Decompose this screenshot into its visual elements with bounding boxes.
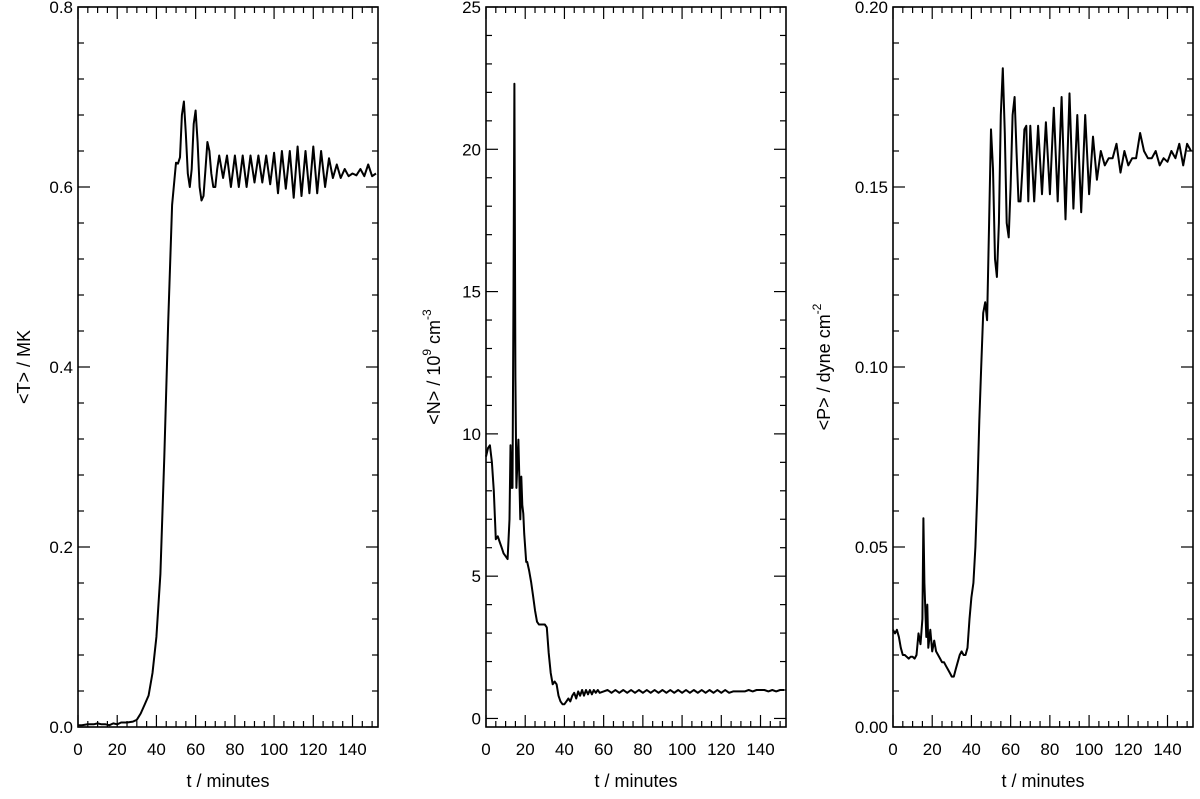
x-tick-label: 0 [481, 740, 490, 759]
x-tick-label: 40 [147, 740, 166, 759]
y-axis-label: <T> / MK [14, 330, 34, 404]
y-tick-label: 0 [472, 709, 481, 728]
x-tick-label: 140 [338, 740, 366, 759]
y-tick-label: 0.4 [49, 358, 73, 377]
x-tick-label: 20 [923, 740, 942, 759]
y-tick-label: 0.8 [49, 0, 73, 17]
y-tick-label: 0.20 [855, 0, 888, 17]
x-axis-label: t / minutes [186, 771, 269, 791]
x-tick-label: 120 [707, 740, 735, 759]
panel-density: 0 20 40 60 80 100 120 140 0 5 10 15 20 25 t / minutes <… [420, 0, 787, 791]
y-axis-label-text: <P> / dyne cm [814, 314, 834, 430]
y-tick-label: 0.00 [855, 718, 888, 737]
x-tick-label: 60 [186, 740, 205, 759]
y-tick-label: 5 [472, 567, 481, 586]
y-tick-label: 0.6 [49, 178, 73, 197]
x-tick-label: 0 [73, 740, 82, 759]
x-tick-label: 0 [888, 740, 897, 759]
y-tick-label: 0.15 [855, 178, 888, 197]
y-axis-label-exponent: 9 [420, 349, 434, 356]
x-axis-label: t / minutes [594, 771, 677, 791]
x-tick-label: 80 [633, 740, 652, 759]
y-axis-label-exponent: -2 [810, 303, 824, 314]
y-tick-label: 0.05 [855, 538, 888, 557]
plot-frame [892, 6, 1194, 728]
y-axis-label: <P> / dyne cm-2 [810, 303, 834, 430]
panel-temperature: 0 20 40 60 80 100 120 140 0.0 0.2 0.4 0.6 0.8 t / min… [14, 0, 379, 791]
y-tick-label: 0.10 [855, 358, 888, 377]
x-tick-label: 40 [555, 740, 574, 759]
x-tick-label: 60 [1001, 740, 1020, 759]
x-tick-label: 80 [1040, 740, 1059, 759]
x-tick-label: 140 [1153, 740, 1181, 759]
x-tick-label: 100 [668, 740, 696, 759]
x-tick-label: 100 [1075, 740, 1103, 759]
y-axis-label: <N> / 109 cm-3 [420, 309, 444, 425]
series-line [78, 100, 377, 727]
plot-frame [485, 6, 787, 728]
series-line [485, 82, 784, 706]
x-tick-label: 120 [1114, 740, 1142, 759]
y-tick-label: 10 [462, 425, 481, 444]
x-tick-label: 20 [516, 740, 535, 759]
y-axis-label-text: <T> / MK [14, 330, 34, 404]
x-axis-label: t / minutes [1001, 771, 1084, 791]
panel-pressure: 0 20 40 60 80 100 120 140 0.00 0.05 0.10 0.15 0.20 t … [810, 0, 1194, 791]
y-tick-label: 15 [462, 283, 481, 302]
x-tick-label: 120 [299, 740, 327, 759]
y-axis-label-unit: cm [424, 320, 444, 349]
y-tick-label: 20 [462, 140, 481, 159]
y-tick-label: 25 [462, 0, 481, 17]
series-line [892, 67, 1192, 678]
x-tick-label: 40 [962, 740, 981, 759]
x-tick-label: 20 [108, 740, 127, 759]
y-tick-label: 0.2 [49, 538, 73, 557]
y-tick-label: 0.0 [49, 718, 73, 737]
x-tick-label: 140 [746, 740, 774, 759]
x-tick-label: 80 [225, 740, 244, 759]
x-tick-label: 100 [260, 740, 288, 759]
plot-frame [77, 6, 379, 728]
x-tick-label: 60 [594, 740, 613, 759]
y-axis-label-exponent: -3 [420, 309, 434, 320]
y-axis-label-text: <N> / 10 [424, 356, 444, 425]
